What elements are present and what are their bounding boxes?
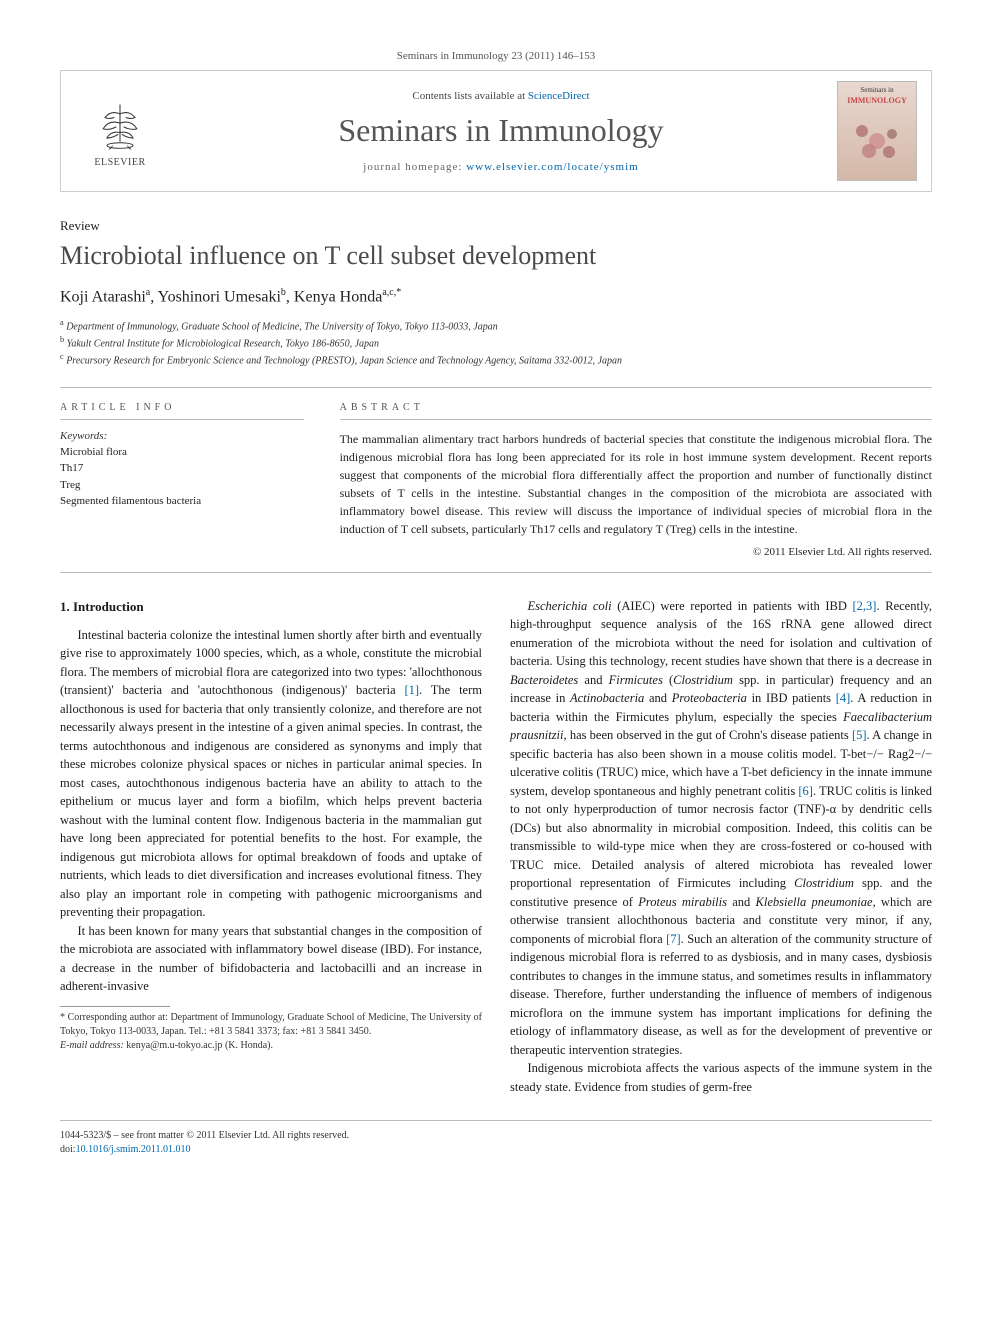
contents-prefix: Contents lists available at	[412, 90, 527, 102]
doi-prefix: doi:	[60, 1144, 76, 1155]
affiliations: a Department of Immunology, Graduate Sch…	[60, 317, 932, 369]
keywords-label: Keywords:	[60, 430, 304, 442]
doi-link[interactable]: 10.1016/j.smim.2011.01.010	[76, 1144, 191, 1155]
abstract-text: The mammalian alimentary tract harbors h…	[340, 430, 932, 538]
keywords-list: Microbial floraTh17TregSegmented filamen…	[60, 444, 304, 510]
cover-line1: Seminars in	[860, 86, 893, 94]
cover-line2: IMMUNOLOGY	[847, 96, 907, 105]
cover-art-icon	[847, 105, 907, 176]
body-paragraph-1: Intestinal bacteria colonize the intesti…	[60, 626, 482, 922]
author-email-link[interactable]: kenya@m.u-tokyo.ac.jp	[126, 1040, 222, 1051]
abstract-heading: ABSTRACT	[340, 402, 932, 420]
section-1-heading: 1. Introduction	[60, 597, 482, 616]
footnote-separator	[60, 1006, 170, 1007]
journal-cover-thumbnail: Seminars in IMMUNOLOGY	[837, 81, 917, 181]
email-suffix: (K. Honda).	[222, 1040, 273, 1051]
publisher-logo-block: ELSEVIER	[75, 95, 165, 168]
email-label: E-mail address:	[60, 1040, 126, 1051]
elsevier-label: ELSEVIER	[94, 157, 145, 168]
body-paragraph-4: Indigenous microbiota affects the variou…	[510, 1059, 932, 1096]
masthead-center: Contents lists available at ScienceDirec…	[165, 90, 837, 173]
journal-homepage-link[interactable]: www.elsevier.com/locate/ysmim	[466, 161, 638, 173]
contents-available-line: Contents lists available at ScienceDirec…	[165, 90, 837, 102]
body-paragraph-3: Escherichia coli (AIEC) were reported in…	[510, 597, 932, 1060]
info-abstract-row: ARTICLE INFO Keywords: Microbial floraTh…	[60, 387, 932, 573]
email-footnote: E-mail address: kenya@m.u-tokyo.ac.jp (K…	[60, 1039, 482, 1053]
doi-line: doi:10.1016/j.smim.2011.01.010	[60, 1143, 932, 1157]
corresponding-author-footnote: * Corresponding author at: Department of…	[60, 1011, 482, 1039]
sciencedirect-link[interactable]: ScienceDirect	[528, 90, 590, 102]
homepage-prefix: journal homepage:	[363, 161, 466, 173]
article-type: Review	[60, 218, 932, 234]
page-footer: 1044-5323/$ – see front matter © 2011 El…	[60, 1120, 932, 1157]
journal-masthead: ELSEVIER Contents lists available at Sci…	[60, 70, 932, 192]
elsevier-tree-icon	[90, 95, 150, 155]
journal-name: Seminars in Immunology	[165, 112, 837, 149]
abstract-panel: ABSTRACT The mammalian alimentary tract …	[322, 388, 932, 572]
article-body: 1. Introduction Intestinal bacteria colo…	[60, 597, 932, 1097]
article-info-panel: ARTICLE INFO Keywords: Microbial floraTh…	[60, 388, 322, 572]
abstract-copyright: © 2011 Elsevier Ltd. All rights reserved…	[340, 546, 932, 558]
article-title: Microbiotal influence on T cell subset d…	[60, 240, 932, 271]
running-header: Seminars in Immunology 23 (2011) 146–153	[60, 50, 932, 62]
body-paragraph-2: It has been known for many years that su…	[60, 922, 482, 996]
journal-homepage-line: journal homepage: www.elsevier.com/locat…	[165, 161, 837, 173]
author-list: Koji Atarashia, Yoshinori Umesakib, Keny…	[60, 287, 932, 306]
issn-line: 1044-5323/$ – see front matter © 2011 El…	[60, 1129, 932, 1143]
article-info-heading: ARTICLE INFO	[60, 402, 304, 420]
